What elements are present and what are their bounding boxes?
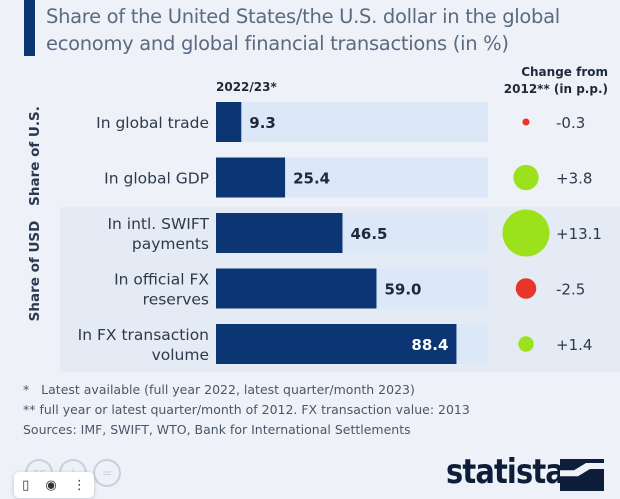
- value-label: 46.5: [350, 225, 387, 243]
- value-label: 9.3: [249, 114, 276, 132]
- category-label: In intl. SWIFT: [107, 215, 209, 233]
- change-header-line1: Change from: [521, 65, 608, 79]
- change-bubble: [515, 278, 537, 299]
- value-label: 88.4: [411, 336, 448, 354]
- change-label: +3.8: [556, 170, 592, 188]
- bookmark-icon[interactable]: ▯: [22, 477, 30, 493]
- chart-title: Share of the United States/the U.S. doll…: [46, 5, 560, 55]
- title-accent-bar: [24, 0, 35, 56]
- bar: [216, 324, 457, 364]
- change-bubble: [518, 336, 534, 352]
- change-bubble: [513, 164, 539, 191]
- category-label: In FX transaction: [78, 326, 209, 344]
- footnotes: * Latest available (full year 2022, late…: [23, 380, 470, 440]
- bar: [216, 157, 286, 198]
- category-label: In official FX: [114, 271, 209, 289]
- bar: [216, 102, 242, 142]
- more-icon[interactable]: ⋮: [72, 477, 86, 493]
- value-label: 25.4: [293, 170, 330, 188]
- category-label: In global GDP: [104, 170, 209, 188]
- lens-icon[interactable]: ◉: [45, 477, 57, 493]
- category-label: volume: [152, 346, 209, 364]
- category-label: In global trade: [96, 114, 209, 132]
- change-header-line2: 2012** (in p.p.): [503, 82, 608, 96]
- category-label: payments: [132, 235, 209, 253]
- change-label: -0.3: [556, 114, 585, 132]
- change-bubble: [522, 118, 530, 126]
- value-label: 59.0: [384, 281, 421, 299]
- bar-background: [216, 102, 488, 142]
- bar: [216, 213, 343, 253]
- change-label: +13.1: [556, 225, 602, 243]
- footnote-2: ** full year or latest quarter/month of …: [23, 402, 470, 417]
- change-label: +1.4: [556, 336, 592, 354]
- no-derivatives-icon[interactable]: =: [93, 459, 121, 487]
- sources: Sources: IMF, SWIFT, WTO, Bank for Inter…: [23, 422, 411, 437]
- statista-logo: statista: [446, 452, 565, 492]
- category-label: reserves: [143, 291, 209, 309]
- change-label: -2.5: [556, 281, 585, 299]
- change-bubble: [502, 209, 550, 257]
- footnote-1: * Latest available (full year 2022, late…: [23, 382, 415, 397]
- change-header: Change from 2012** (in p.p.): [504, 64, 608, 98]
- image-toolbar: ▯ ◉ ⋮: [14, 472, 94, 498]
- series-label: 2022/23*: [216, 80, 277, 94]
- bar: [216, 268, 377, 309]
- statista-logo-icon: [560, 459, 604, 491]
